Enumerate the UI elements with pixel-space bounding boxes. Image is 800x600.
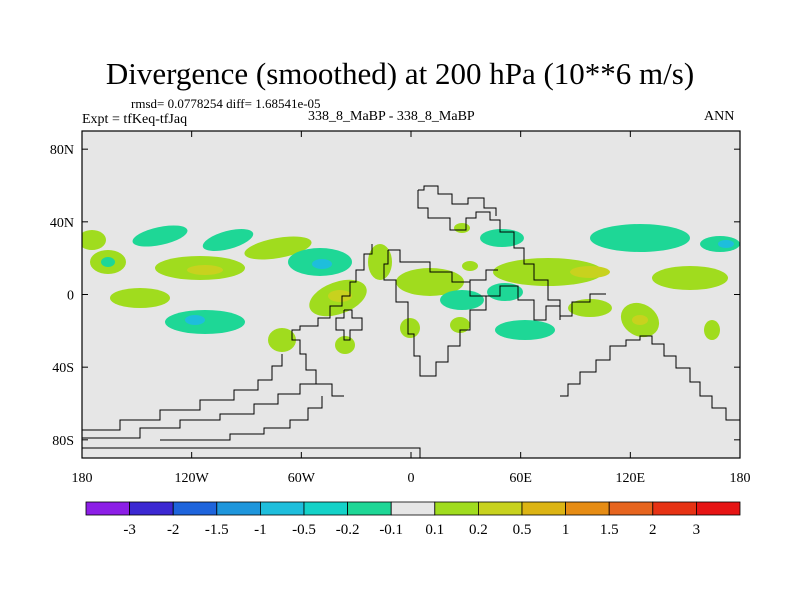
americas-outline (291, 244, 373, 397)
colorbar-swatch (390, 501, 436, 516)
experiment-label: Expt = tfKeq-tfJaq (82, 112, 188, 127)
stats-label: rmsd= 0.0778254 diff= 1.68541e-05 (131, 96, 321, 111)
blob-cyan (185, 315, 205, 325)
colorbar-swatch (652, 501, 697, 516)
blob-yellow (187, 265, 223, 275)
colorbar-label: -3 (123, 522, 136, 538)
south-america-east (335, 309, 363, 341)
lat-tick-label: 40S (52, 361, 74, 376)
lon-tick-label: 120W (175, 471, 210, 486)
blob-green (396, 268, 464, 296)
colorbar-label: -0.5 (292, 522, 316, 538)
colorbar-label: 0.2 (469, 522, 488, 538)
blob-green (652, 266, 728, 290)
continent-outlines (82, 185, 740, 458)
blob-teal (165, 310, 245, 334)
blob-green (82, 230, 106, 250)
lon-tick-label: 60W (288, 471, 316, 486)
lon-tick-label: 120E (616, 471, 646, 486)
south-outline-4 (160, 396, 323, 441)
colorbar-swatch (172, 501, 218, 516)
colorbar-swatch (259, 501, 305, 516)
blob-cyan (312, 259, 332, 269)
blob-green (704, 320, 720, 340)
colorbar-label: 1.5 (600, 522, 619, 538)
season-label: ANN (704, 109, 735, 124)
blob-yellow (570, 266, 610, 278)
colorbar-label: 3 (693, 522, 701, 538)
colorbar-swatch (434, 501, 479, 516)
lon-tick-label: 180 (730, 471, 751, 486)
colorbar-label: 1 (562, 522, 570, 538)
plot-title: Divergence (smoothed) at 200 hPa (10**6 … (105, 56, 695, 91)
blob-yellow (632, 315, 648, 325)
colorbar-swatch (347, 501, 392, 516)
blob-teal (590, 224, 690, 252)
colorbar-swatch (696, 501, 741, 516)
lon-tick-label: 60E (509, 471, 532, 486)
colorbar-label: -0.1 (379, 522, 403, 538)
divergence-field (82, 223, 740, 354)
blob-teal (480, 229, 524, 247)
blob-green (268, 328, 296, 352)
lat-tick-label: 0 (67, 289, 74, 304)
blob-teal (440, 290, 484, 310)
blob-green (568, 299, 612, 317)
eurasia-outline (417, 190, 606, 317)
blob-green (110, 288, 170, 308)
case-label: 338_8_MaBP - 338_8_MaBP (308, 109, 475, 124)
blob-teal (495, 320, 555, 340)
blob-yellow (328, 290, 352, 302)
colorbar-swatch (216, 501, 261, 516)
australia-outline (560, 335, 740, 421)
lon-tick-label: 180 (72, 471, 93, 486)
longitude-axis: 180 120W 60W 0 60E 120E 180 (72, 131, 751, 486)
lat-tick-label: 80N (50, 143, 74, 158)
lat-tick-label: 80S (52, 434, 74, 449)
colorbar-label: 0.1 (425, 522, 444, 538)
colorbar-swatch (477, 501, 523, 516)
south-outline-3 (82, 447, 421, 458)
india-outline (486, 285, 561, 321)
colorbar-swatch (521, 501, 566, 516)
south-outline-2 (82, 383, 316, 439)
colorbar-label: -1 (254, 522, 267, 538)
colorbar-label: 2 (649, 522, 657, 538)
colorbar-label: -1.5 (205, 522, 229, 538)
lat-tick-label: 40N (50, 216, 74, 231)
blob-teal (202, 229, 254, 251)
blob-green (462, 261, 478, 271)
colorbar-swatch (565, 501, 610, 516)
interior-line (469, 269, 498, 296)
map-background (82, 131, 740, 458)
blob-green (400, 318, 420, 338)
south-outline-1 (82, 354, 283, 431)
blob-teal (132, 225, 188, 247)
colorbar-label: -2 (167, 522, 180, 538)
colorbar-swatch (303, 501, 348, 516)
blob-green (450, 317, 470, 333)
colorbar-swatch (85, 501, 130, 516)
eurasia-north (418, 185, 497, 216)
colorbar-label: 0.5 (513, 522, 532, 538)
lon-tick-label: 0 (408, 471, 415, 486)
colorbar-swatch (608, 501, 654, 516)
blob-teal (101, 257, 115, 267)
latitude-axis: 80N 40N 0 40S 80S (50, 143, 740, 449)
blob-green (493, 258, 603, 286)
colorbar-swatch (129, 501, 174, 516)
blob-cyan (718, 240, 734, 248)
blob-green (368, 244, 392, 280)
africa-outline (383, 249, 487, 377)
colorbar-label: -0.2 (336, 522, 360, 538)
